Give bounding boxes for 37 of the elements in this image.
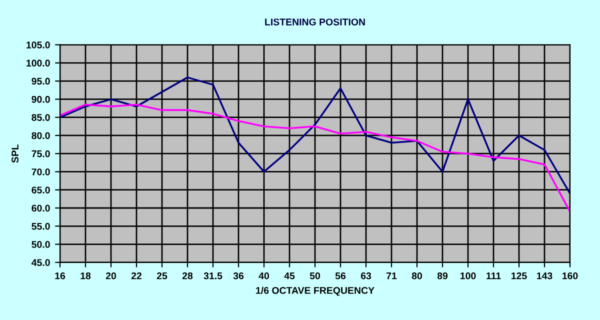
- y-tick-label: 85.0: [32, 114, 50, 121]
- x-tick-label: 100: [460, 272, 476, 280]
- x-tick-label: 36: [233, 272, 244, 280]
- y-tick-label: 105.0: [26, 42, 50, 48]
- y-tick-label: 50.0: [32, 241, 50, 248]
- x-tick-label: 160: [562, 272, 578, 280]
- x-tick-label: 143: [537, 272, 552, 280]
- y-tick-label: 45.0: [32, 259, 50, 266]
- y-tick-label: 70.0: [32, 168, 50, 176]
- x-tick-label: 63: [360, 272, 372, 280]
- x-tick-label: 28: [182, 272, 193, 280]
- x-tick-label: 111: [486, 272, 501, 280]
- y-tick-label: 95.0: [32, 78, 50, 85]
- x-tick-label: 89: [437, 272, 448, 280]
- y-axis-title: SPL: [12, 144, 18, 163]
- x-tick-label: 31.5: [204, 272, 222, 280]
- x-tick-label: 71: [386, 272, 397, 280]
- x-tick-label: 80: [412, 272, 422, 280]
- y-tick-label: 90.0: [32, 96, 50, 103]
- x-tick-label: 18: [80, 272, 91, 280]
- x-tick-label: 40: [258, 272, 270, 280]
- x-tick-label: 20: [106, 272, 116, 280]
- y-tick-label: 55.0: [32, 222, 50, 230]
- x-axis-title: 1/6 OCTAVE FREQUENCY: [256, 286, 374, 296]
- x-tick-label: 22: [131, 272, 142, 280]
- y-tick-label: 65.0: [32, 186, 50, 194]
- y-tick-label: 75.0: [32, 150, 50, 158]
- chart-title: LISTENING POSITION: [265, 18, 365, 26]
- y-tick-label: 100.0: [26, 60, 50, 67]
- x-tick-label: 16: [55, 272, 66, 280]
- y-tick-label: 60.0: [32, 204, 50, 212]
- x-tick-label: 50: [310, 272, 320, 280]
- x-tick-label: 125: [512, 272, 527, 280]
- x-tick-label: 45: [284, 272, 295, 280]
- x-tick-label: 56: [335, 272, 346, 280]
- y-tick-label: 80.0: [32, 132, 50, 140]
- x-tick-label: 25: [156, 272, 168, 280]
